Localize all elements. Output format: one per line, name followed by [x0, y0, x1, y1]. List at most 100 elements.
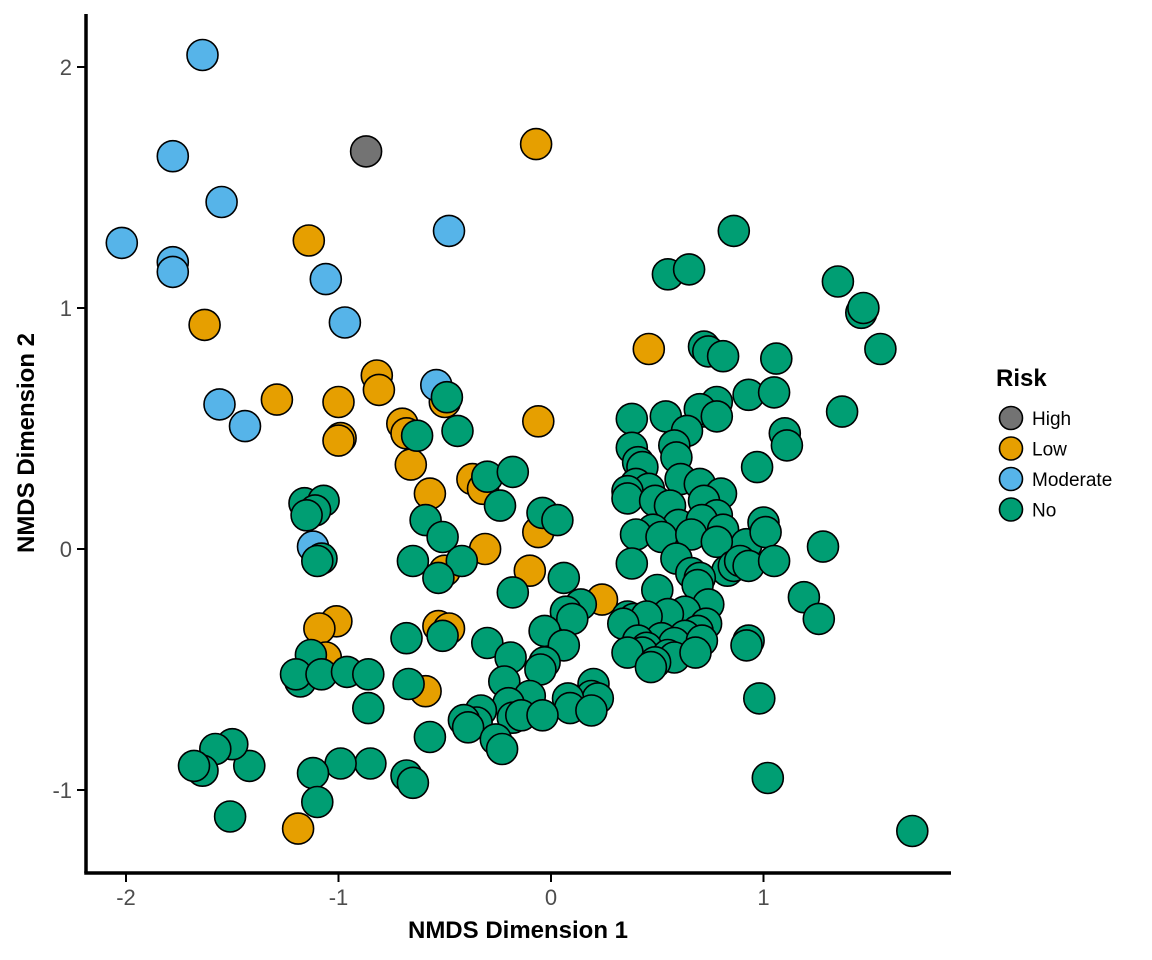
- legend: Risk High Low Moderate No: [996, 365, 1112, 522]
- point-moderate-4: [105, 226, 139, 260]
- legend-title: Risk: [996, 365, 1047, 392]
- points-layer: [105, 38, 929, 848]
- legend-label-moderate: Moderate: [1032, 470, 1112, 491]
- x-tick-label-2: 0: [545, 885, 557, 910]
- point-no-110: [575, 694, 608, 727]
- point-no-156: [541, 503, 574, 537]
- point-no-94: [496, 576, 530, 609]
- x-tick-label-0: -2: [116, 885, 136, 910]
- point-moderate-11: [228, 409, 262, 443]
- point-low-14: [394, 448, 428, 481]
- point-low-7: [322, 385, 355, 419]
- point-no-91: [751, 761, 785, 795]
- point-no-150: [426, 520, 459, 554]
- point-no-122: [413, 720, 447, 754]
- point-no-51: [806, 530, 840, 563]
- point-no-142: [392, 667, 425, 701]
- point-no-18: [615, 402, 649, 436]
- point-low-1: [292, 224, 326, 257]
- ticks: -2 -1 0 1 -1 0 1 2: [52, 55, 769, 910]
- point-no-27: [740, 450, 774, 484]
- point-low-29: [281, 812, 315, 845]
- point-no-3: [821, 265, 855, 298]
- point-no-16: [700, 400, 734, 433]
- x-axis-title: NMDS Dimension 1: [408, 917, 628, 944]
- point-no-89: [634, 650, 668, 684]
- point-no-152: [396, 544, 430, 578]
- point-low-3: [632, 332, 666, 366]
- series-moderate: [105, 38, 466, 563]
- point-no-93: [547, 561, 581, 595]
- legend-label-high: High: [1032, 409, 1071, 430]
- legend-key-low: [998, 436, 1024, 461]
- point-low-0: [519, 127, 553, 161]
- point-no-124: [396, 766, 430, 800]
- point-no-10: [759, 342, 793, 375]
- legend-key-high: [998, 405, 1024, 431]
- y-tick-label-0: -1: [52, 778, 72, 803]
- point-no-128: [300, 785, 334, 819]
- point-no-92: [895, 814, 929, 848]
- point-no-162: [300, 544, 334, 578]
- point-no-22: [770, 429, 804, 462]
- point-no-86: [679, 636, 712, 669]
- series-high: [349, 135, 383, 168]
- point-no-5: [847, 291, 880, 325]
- x-tick-label-1: -1: [329, 885, 349, 910]
- point-moderate-6: [156, 255, 190, 289]
- point-no-50: [749, 515, 782, 549]
- point-moderate-1: [156, 139, 190, 173]
- point-no-148: [483, 489, 517, 522]
- point-no-9: [706, 339, 740, 373]
- point-no-163: [430, 380, 464, 414]
- point-high-0: [349, 135, 383, 168]
- point-no-48: [700, 525, 734, 559]
- legend-key-no: [998, 497, 1024, 522]
- point-no-125: [354, 747, 387, 780]
- point-no-119: [451, 710, 485, 744]
- point-no-116: [526, 698, 559, 732]
- point-no-2: [672, 253, 706, 286]
- point-low-20: [513, 554, 547, 588]
- point-low-5: [362, 373, 396, 407]
- legend-entries: High Low Moderate No: [998, 405, 1112, 522]
- point-no-35: [611, 482, 644, 515]
- point-no-140: [351, 657, 385, 691]
- series-no: [177, 214, 929, 848]
- point-low-2: [188, 308, 221, 342]
- point-no-19: [825, 395, 859, 428]
- point-moderate-7: [309, 262, 343, 296]
- point-no-143: [390, 621, 423, 655]
- point-no-147: [496, 455, 530, 489]
- point-moderate-2: [205, 185, 238, 219]
- point-no-126: [324, 747, 357, 780]
- point-no-0: [717, 214, 751, 248]
- x-tick-label-3: 1: [757, 885, 769, 910]
- point-no-90: [742, 682, 776, 715]
- legend-key-moderate: [998, 466, 1024, 492]
- y-tick-label-1: 0: [60, 537, 72, 562]
- point-no-129: [233, 749, 266, 783]
- point-no-100: [470, 626, 504, 660]
- point-no-60: [757, 544, 791, 578]
- y-tick-label-3: 2: [60, 55, 72, 80]
- point-low-13: [322, 424, 355, 457]
- legend-label-low: Low: [1032, 440, 1067, 461]
- point-no-160: [290, 498, 323, 532]
- point-no-56: [615, 547, 649, 580]
- point-no-145: [441, 414, 474, 448]
- point-no-154: [426, 619, 459, 653]
- point-no-153: [422, 561, 455, 595]
- point-no-127: [296, 756, 330, 790]
- point-no-12: [757, 376, 791, 409]
- point-no-134: [213, 800, 247, 833]
- point-low-6: [260, 383, 294, 416]
- point-moderate-8: [328, 306, 362, 339]
- point-no-151: [445, 544, 479, 578]
- point-no-133: [177, 749, 211, 783]
- point-moderate-10: [203, 388, 236, 421]
- y-axis-title: NMDS Dimension 2: [13, 333, 40, 553]
- point-no-121: [485, 732, 519, 766]
- point-no-80: [730, 629, 763, 662]
